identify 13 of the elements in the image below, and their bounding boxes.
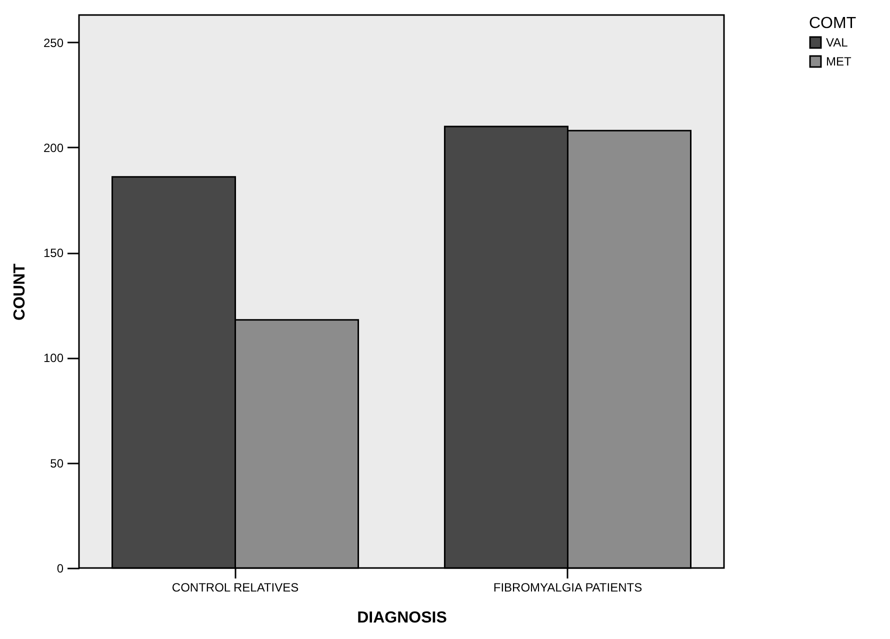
y-tick-label: 100 — [43, 351, 64, 366]
legend-label: MET — [826, 54, 852, 68]
x-tick-label: FIBROMYALGIA PATIENTS — [493, 580, 642, 594]
x-axis-title: DIAGNOSIS — [357, 610, 448, 626]
x-tick-label: CONTROL RELATIVES — [172, 580, 299, 594]
y-tick-label: 50 — [50, 456, 64, 470]
legend-title: COMT — [809, 15, 856, 32]
y-tick-label: 0 — [56, 562, 64, 576]
y-tick-label: 200 — [43, 140, 64, 155]
y-tick-label: 250 — [43, 36, 64, 50]
y-tick-label: 150 — [43, 246, 64, 260]
y-axis-title: COUNT — [11, 263, 28, 320]
legend-label: VAL — [826, 36, 848, 50]
